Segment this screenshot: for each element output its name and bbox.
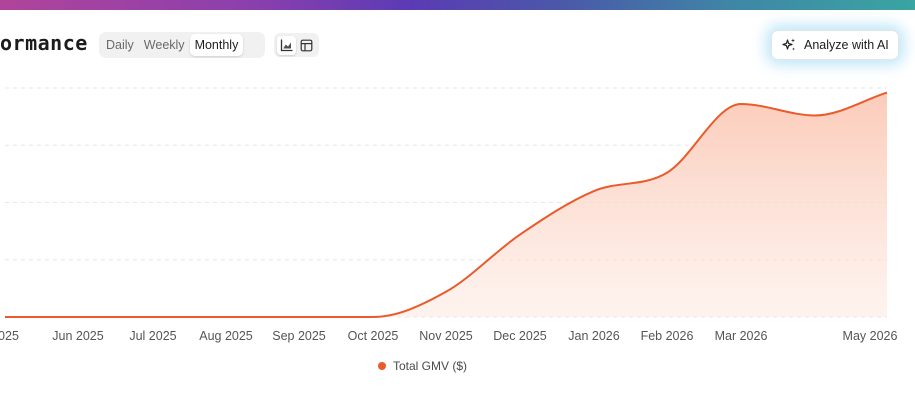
x-tick-label: Mar 2026 [715, 329, 768, 343]
legend-swatch [378, 362, 386, 370]
x-tick-label: Aug 2025 [199, 329, 253, 343]
x-tick-label: Jun 2025 [52, 329, 103, 343]
x-tick-label: Nov 2025 [419, 329, 473, 343]
series-area-fill [5, 92, 887, 317]
sparkles-icon [781, 37, 797, 53]
x-tick-label: Sep 2025 [272, 329, 326, 343]
chart-legend: Total GMV ($) [378, 359, 467, 373]
x-tick-label: May 2026 [843, 329, 898, 343]
accent-gradient-bar [0, 0, 915, 10]
series-line-total-gmv [5, 91, 888, 319]
analyze-with-ai-label: Analyze with AI [804, 38, 889, 52]
legend-label: Total GMV ($) [393, 359, 468, 373]
area-chart-icon [280, 38, 293, 51]
chart-view-button[interactable] [276, 35, 296, 55]
granularity-daily-button[interactable]: Daily [106, 38, 134, 52]
page-title: ormance [0, 31, 88, 55]
table-view-button[interactable] [297, 36, 316, 55]
x-tick-label: Jan 2026 [568, 329, 619, 343]
analyze-with-ai-button[interactable]: Analyze with AI [771, 30, 899, 60]
view-toggle [274, 33, 319, 57]
x-tick-label: Dec 2025 [493, 329, 547, 343]
x-tick-label: Jul 2025 [129, 329, 176, 343]
granularity-weekly-button[interactable]: Weekly [143, 38, 185, 52]
granularity-toggle: Daily Weekly Monthly [99, 32, 265, 58]
table-icon [300, 39, 313, 51]
granularity-monthly-button[interactable]: Monthly [189, 34, 244, 56]
x-tick-label: Feb 2026 [641, 329, 694, 343]
x-tick-label: 2025 [0, 329, 19, 343]
x-tick-label: Oct 2025 [348, 329, 399, 343]
